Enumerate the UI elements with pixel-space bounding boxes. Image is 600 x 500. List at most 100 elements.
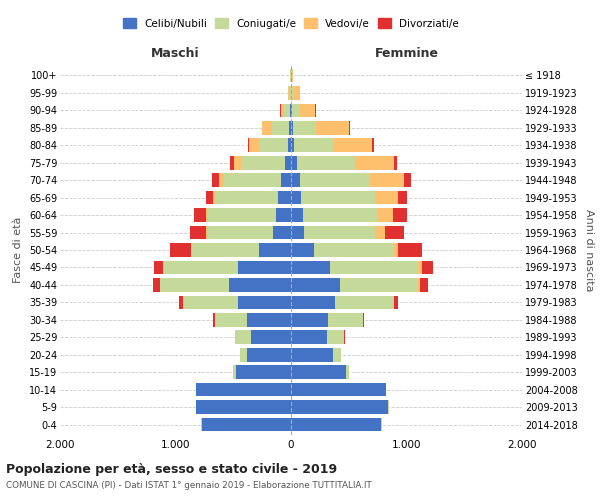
Bar (220, 174, 224, 187)
Bar (376, 226, 385, 239)
Bar (272, 226, 291, 239)
Bar (363, 313, 364, 326)
Bar (238, 296, 291, 309)
Bar (196, 383, 291, 396)
Bar (291, 296, 335, 309)
Bar (291, 104, 292, 117)
Text: Maschi: Maschi (151, 47, 200, 60)
Bar (206, 208, 208, 222)
Bar (291, 366, 346, 379)
Bar (328, 313, 362, 326)
Bar (164, 260, 238, 274)
Bar (377, 208, 392, 222)
Bar (170, 243, 191, 257)
Bar (291, 260, 330, 274)
Bar (248, 138, 250, 152)
Bar (284, 156, 291, 170)
Bar (191, 243, 259, 257)
Bar (230, 156, 234, 170)
Bar (300, 174, 370, 187)
Bar (294, 86, 299, 100)
Bar (291, 174, 300, 187)
Bar (291, 313, 328, 326)
Bar (289, 121, 291, 134)
Bar (281, 104, 284, 117)
Bar (376, 191, 398, 204)
Bar (291, 278, 340, 291)
Bar (208, 226, 272, 239)
Bar (281, 174, 291, 187)
Bar (291, 400, 388, 414)
Bar (327, 330, 344, 344)
Bar (349, 121, 350, 134)
Bar (316, 121, 349, 134)
Bar (241, 156, 284, 170)
Bar (292, 104, 300, 117)
Bar (291, 156, 297, 170)
Y-axis label: Anni di nascita: Anni di nascita (584, 209, 594, 291)
Bar (291, 330, 327, 344)
Bar (289, 86, 290, 100)
Bar (288, 86, 289, 100)
Bar (262, 121, 272, 134)
Bar (291, 383, 386, 396)
Bar (208, 208, 276, 222)
Bar (240, 348, 247, 362)
Bar (372, 138, 374, 152)
Bar (214, 313, 215, 326)
Bar (212, 174, 220, 187)
Bar (422, 260, 433, 274)
Bar (418, 278, 420, 291)
Bar (392, 243, 398, 257)
Bar (184, 296, 238, 309)
Bar (229, 278, 291, 291)
Bar (236, 366, 291, 379)
Bar (153, 278, 160, 291)
Bar (291, 243, 314, 257)
Bar (355, 156, 394, 170)
Bar (250, 138, 259, 152)
Bar (314, 243, 392, 257)
Bar (206, 226, 208, 239)
Bar (236, 330, 251, 344)
Bar (291, 226, 304, 239)
Bar (278, 191, 291, 204)
Bar (284, 104, 290, 117)
Bar (370, 174, 404, 187)
Bar (190, 226, 206, 239)
Bar (392, 208, 407, 222)
Bar (335, 296, 392, 309)
Bar (291, 208, 302, 222)
Bar (247, 348, 291, 362)
Bar (301, 191, 376, 204)
Bar (346, 366, 349, 379)
Bar (194, 208, 206, 222)
Legend: Celibi/Nubili, Coniugati/e, Vedovi/e, Divorziati/e: Celibi/Nubili, Coniugati/e, Vedovi/e, Di… (123, 18, 459, 28)
Text: COMUNE DI CASCINA (PI) - Dati ISTAT 1° gennaio 2019 - Elaborazione TUTTITALIA.IT: COMUNE DI CASCINA (PI) - Dati ISTAT 1° g… (6, 481, 372, 490)
Bar (272, 121, 289, 134)
Y-axis label: Fasce di età: Fasce di età (13, 217, 23, 283)
Bar (160, 278, 229, 291)
Text: Popolazione per età, sesso e stato civile - 2019: Popolazione per età, sesso e stato civil… (6, 462, 337, 475)
Bar (234, 156, 241, 170)
Bar (330, 260, 418, 274)
Bar (163, 260, 164, 274)
Bar (291, 348, 332, 362)
Bar (247, 313, 291, 326)
Bar (394, 296, 398, 309)
Bar (179, 296, 183, 309)
Bar (215, 313, 247, 326)
Bar (213, 191, 216, 204)
Bar (216, 191, 278, 204)
Bar (291, 138, 295, 152)
Bar (224, 174, 281, 187)
Bar (398, 191, 407, 204)
Bar (304, 226, 376, 239)
Bar (291, 121, 293, 134)
Bar (202, 418, 291, 432)
Bar (420, 278, 428, 291)
Bar (297, 156, 355, 170)
Bar (291, 191, 301, 204)
Bar (233, 366, 236, 379)
Bar (292, 68, 293, 82)
